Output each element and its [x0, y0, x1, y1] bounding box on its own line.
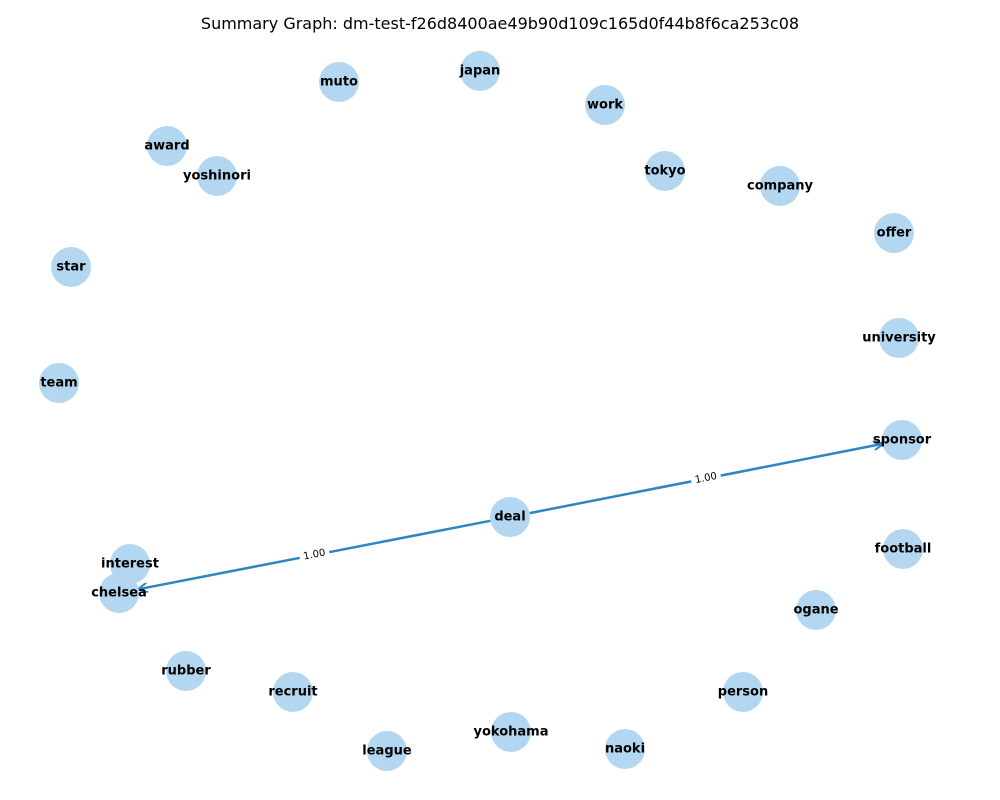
- edge-weight-label-group: 1.00: [298, 545, 331, 564]
- node-yokohama: yokohama: [474, 712, 549, 752]
- node-label: recruit: [268, 685, 317, 700]
- node-naoki: naoki: [605, 729, 645, 769]
- node-label: offer: [877, 226, 912, 241]
- node-person: person: [718, 672, 768, 712]
- edge-weight-label-group: 1.00: [689, 468, 722, 488]
- node-circle: [874, 213, 914, 253]
- node-label: rubber: [161, 664, 211, 679]
- node-circle: [460, 51, 500, 91]
- node-label: football: [875, 542, 932, 557]
- nodes-layer: muto japan work award yoshinori tokyo company o…: [39, 51, 936, 771]
- node-circle: [197, 156, 237, 196]
- node-team: team: [39, 363, 79, 403]
- node-circle: [760, 166, 800, 206]
- node-award: award: [144, 126, 190, 166]
- node-offer: offer: [874, 213, 914, 253]
- node-circle: [367, 731, 407, 771]
- node-circle: [51, 247, 91, 287]
- node-circle: [147, 126, 187, 166]
- node-circle: [490, 497, 530, 537]
- node-label: yokohama: [474, 725, 549, 740]
- node-label: work: [587, 98, 623, 113]
- node-ogane: ogane: [793, 590, 839, 630]
- node-yoshinori: yoshinori: [183, 156, 251, 196]
- node-label: award: [144, 139, 189, 154]
- node-japan: japan: [459, 51, 501, 91]
- node-label: tokyo: [644, 164, 685, 179]
- node-company: company: [747, 166, 814, 206]
- node-circle: [273, 672, 313, 712]
- node-circle: [99, 573, 139, 613]
- node-recruit: recruit: [268, 672, 318, 712]
- node-label: ogane: [793, 603, 838, 618]
- node-deal: deal: [490, 497, 530, 537]
- node-label: deal: [494, 510, 525, 525]
- node-circle: [723, 672, 763, 712]
- node-label: company: [747, 179, 814, 194]
- node-label: university: [862, 331, 936, 346]
- node-circle: [882, 420, 922, 460]
- node-work: work: [585, 85, 625, 125]
- node-circle: [319, 62, 359, 102]
- node-circle: [879, 318, 919, 358]
- graph-title: Summary Graph: dm-test-f26d8400ae49b90d1…: [201, 14, 799, 33]
- node-label: japan: [459, 64, 501, 79]
- node-muto: muto: [319, 62, 359, 102]
- edge-weight-label-background: [689, 468, 722, 488]
- node-tokyo: tokyo: [644, 151, 686, 191]
- node-circle: [39, 363, 79, 403]
- edge-labels-layer: 1.00 1.00: [298, 468, 722, 564]
- edge-weight-label: 1.00: [694, 471, 718, 486]
- node-circle: [883, 529, 923, 569]
- node-university: university: [862, 318, 936, 358]
- node-star: star: [51, 247, 91, 287]
- node-rubber: rubber: [161, 651, 211, 691]
- node-sponsor: sponsor: [873, 420, 932, 460]
- node-league: league: [362, 731, 412, 771]
- node-label: yoshinori: [183, 169, 251, 184]
- edge-weight-label: 1.00: [303, 547, 327, 562]
- node-circle: [166, 651, 206, 691]
- node-circle: [491, 712, 531, 752]
- node-label: chelsea: [91, 586, 147, 601]
- edge-weight-label-background: [298, 545, 331, 564]
- node-circle: [796, 590, 836, 630]
- node-label: naoki: [605, 742, 645, 757]
- node-circle: [645, 151, 685, 191]
- node-football: football: [875, 529, 932, 569]
- node-label: sponsor: [873, 433, 932, 448]
- node-label: team: [40, 376, 77, 391]
- node-label: league: [362, 744, 412, 759]
- node-chelsea: chelsea: [91, 573, 147, 613]
- node-label: star: [56, 260, 86, 275]
- node-circle: [605, 729, 645, 769]
- node-label: person: [718, 685, 768, 700]
- node-label: muto: [320, 75, 358, 90]
- node-label: interest: [101, 557, 159, 572]
- node-circle: [585, 85, 625, 125]
